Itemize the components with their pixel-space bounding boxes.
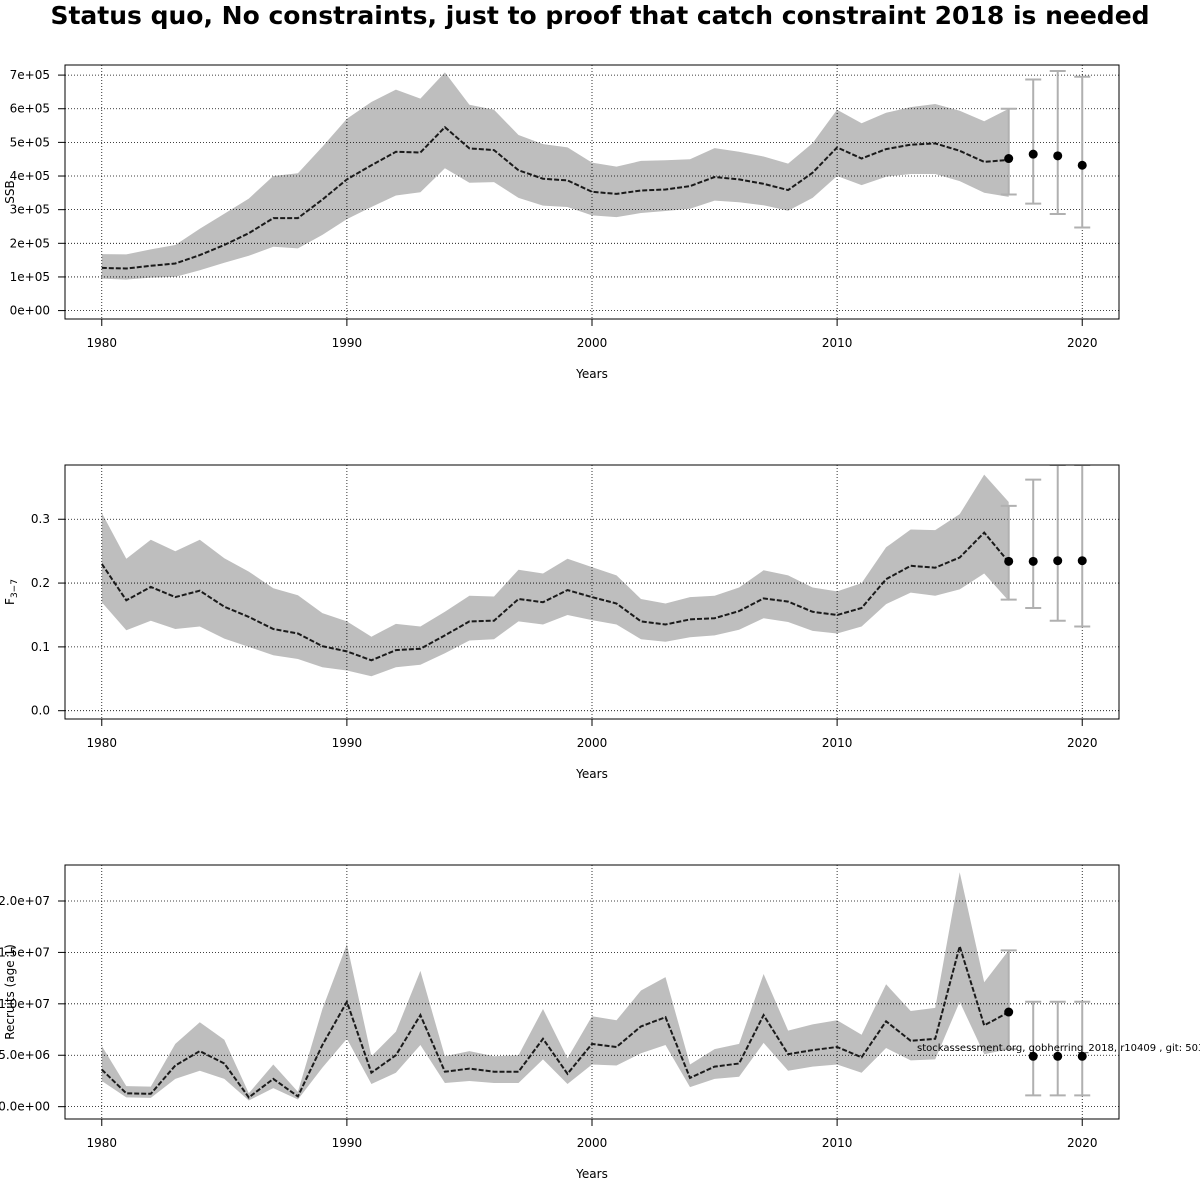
- forecast-point: [1077, 556, 1087, 566]
- y-tick-label: 7e+05: [10, 68, 50, 82]
- forecast-point: [1004, 154, 1014, 164]
- y-tick-label: 5e+05: [10, 135, 50, 149]
- forecast-point: [1004, 1007, 1014, 1017]
- plot-area: [65, 65, 1119, 319]
- y-tick-label: 0.0: [31, 704, 50, 718]
- ssb-panel: 1980 1990 2000 2010 2020 0e+00 1e+05 2e+05 3e+05…: [3, 64, 1120, 381]
- y-tick-label: 2.0e+07: [0, 894, 50, 908]
- figure-title: Status quo, No constraints, just to proo…: [50, 1, 1149, 30]
- confidence-band: [101, 72, 1009, 280]
- forecast-point: [1028, 556, 1038, 566]
- forecast-point: [1053, 556, 1063, 566]
- x-tick-label: 1980: [86, 1136, 117, 1150]
- forecast-point: [1077, 1051, 1087, 1061]
- confidence-band: [101, 872, 1009, 1101]
- estimate-line: [100, 531, 1010, 662]
- x-axis-label: Years: [575, 767, 608, 781]
- y-axis-label: SSB: [3, 180, 17, 203]
- forecast-point: [1053, 151, 1063, 161]
- y-tick-label: 0.1: [31, 640, 50, 654]
- y-tick-label: 0.3: [31, 512, 50, 526]
- x-tick-label: 2020: [1067, 336, 1098, 350]
- estimate-line: [101, 125, 1009, 270]
- plot-area: [65, 465, 1119, 719]
- y-tick-label: 1.0e+07: [0, 997, 50, 1011]
- y-tick-label: 4e+05: [10, 169, 50, 183]
- confidence-band: [101, 474, 1009, 677]
- estimate-line: [101, 942, 1010, 1099]
- forecast-point: [1028, 149, 1038, 159]
- fbar-panel: 1980 1990 2000 2010 2020 0.0 0.1 0.2 0.3 Years F3−…: [3, 464, 1120, 781]
- x-tick-label: 1990: [332, 1136, 363, 1150]
- x-tick-label: 2010: [822, 336, 853, 350]
- y-tick-label: 0.2: [31, 576, 50, 590]
- y-tick-label: 3e+05: [10, 203, 50, 217]
- y-axis-label: F3−7: [3, 579, 20, 605]
- forecast-point: [1077, 160, 1087, 170]
- forecast-point: [1028, 1051, 1038, 1061]
- plot-area: [65, 865, 1119, 1119]
- credit-text: stockassessment.org, gobherring_2018, r1…: [917, 1043, 1200, 1054]
- x-tick-label: 1980: [86, 736, 117, 750]
- x-tick-label: 2020: [1067, 1136, 1098, 1150]
- forecast-point: [1004, 556, 1014, 566]
- x-axis-label: Years: [575, 1167, 608, 1181]
- recruits-panel: 1980 1990 2000 2010 2020 0.0e+00 5.0e+06 1.0e+0…: [0, 864, 1120, 1181]
- y-tick-label: 1.5e+07: [0, 945, 50, 959]
- x-tick-label: 2000: [577, 336, 608, 350]
- y-tick-label: 2e+05: [10, 236, 50, 250]
- x-tick-label: 2010: [822, 736, 853, 750]
- x-tick-label: 2010: [822, 1136, 853, 1150]
- x-tick-label: 1980: [86, 336, 117, 350]
- y-tick-label: 0.0e+00: [0, 1100, 50, 1114]
- y-tick-label: 0e+00: [10, 304, 50, 318]
- x-axis-label: Years: [575, 367, 608, 381]
- y-tick-label: 1e+05: [10, 270, 50, 284]
- y-tick-label: 6e+05: [10, 102, 50, 116]
- forecast-point: [1053, 1051, 1063, 1061]
- y-tick-label: 5.0e+06: [0, 1048, 50, 1062]
- y-axis-label: Recruits (age 1): [3, 944, 17, 1040]
- x-tick-label: 2020: [1067, 736, 1098, 750]
- x-tick-label: 2000: [577, 736, 608, 750]
- x-tick-label: 1990: [332, 336, 363, 350]
- y-axis-label-subscript: 3−7: [10, 579, 20, 598]
- x-tick-label: 1990: [332, 736, 363, 750]
- x-tick-label: 2000: [577, 1136, 608, 1150]
